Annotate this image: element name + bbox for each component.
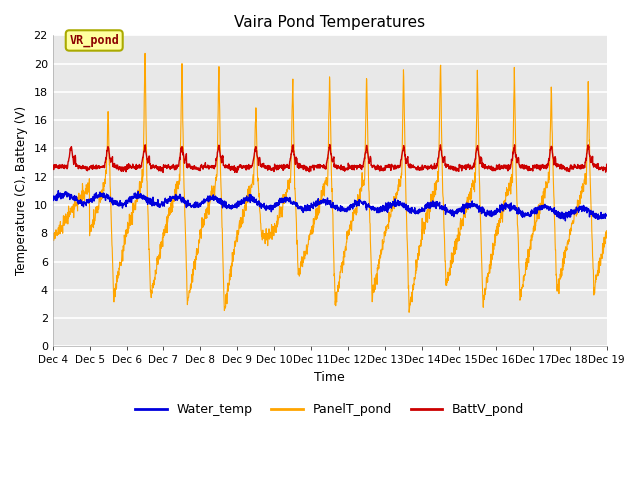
- X-axis label: Time: Time: [314, 371, 345, 384]
- Legend: Water_temp, PanelT_pond, BattV_pond: Water_temp, PanelT_pond, BattV_pond: [131, 398, 529, 421]
- Title: Vaira Pond Temperatures: Vaira Pond Temperatures: [234, 15, 425, 30]
- Text: VR_pond: VR_pond: [69, 34, 119, 47]
- Y-axis label: Temperature (C), Battery (V): Temperature (C), Battery (V): [15, 106, 28, 276]
